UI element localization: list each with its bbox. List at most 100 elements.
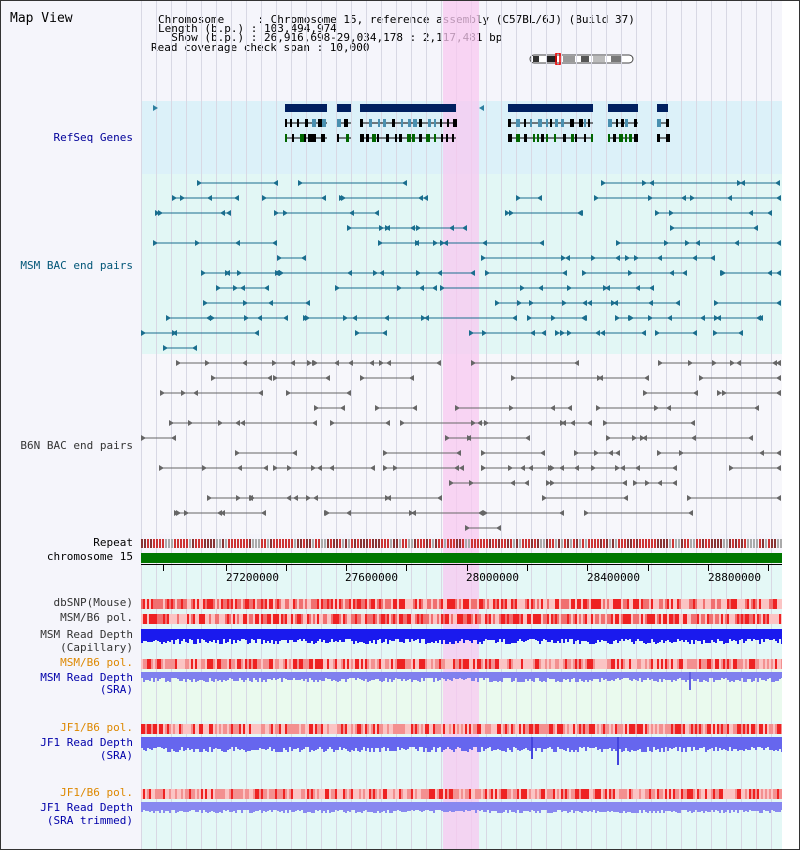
gene-exon xyxy=(318,119,322,127)
read-depth-bar xyxy=(421,737,423,747)
polymorphism-cell xyxy=(157,724,159,734)
read-depth-bar xyxy=(705,737,707,752)
polymorphism-cell xyxy=(295,789,297,799)
read-depth-bar xyxy=(433,629,435,643)
polymorphism-cell xyxy=(727,614,729,624)
chromosome-ideogram[interactable] xyxy=(529,53,635,65)
polymorphism-cell xyxy=(509,599,511,609)
polymorphism-cell xyxy=(543,599,545,609)
read-depth-bar xyxy=(745,629,747,641)
msm-depth-sra-label[interactable]: MSM Read Depth xyxy=(40,671,133,684)
polymorphism-cell xyxy=(463,659,465,669)
read-depth-bar xyxy=(189,737,191,750)
polymorphism-cell xyxy=(487,659,489,669)
bac-end-marker xyxy=(216,285,221,291)
polymorphism-cell xyxy=(259,599,261,609)
msm-depth-cap-label[interactable]: MSM Read Depth xyxy=(40,628,133,641)
bac-end-marker xyxy=(193,390,198,396)
selected-region-highlight[interactable] xyxy=(443,1,479,849)
polymorphism-cell xyxy=(591,614,593,624)
read-depth-bar xyxy=(569,672,571,682)
read-depth-bar xyxy=(503,802,505,812)
feature-layer xyxy=(141,104,782,813)
msm-bac-track-label[interactable]: MSM BAC end pairs xyxy=(20,259,133,272)
polymorphism-cell xyxy=(413,599,415,609)
read-depth-bar xyxy=(183,672,185,679)
polymorphism-cell xyxy=(587,789,589,799)
read-depth-bar xyxy=(691,629,693,640)
polymorphism-cell xyxy=(455,614,457,624)
polymorphism-cell xyxy=(499,724,501,734)
repeat-track-label[interactable]: Repeat xyxy=(93,536,133,549)
polymorphism-cell xyxy=(773,724,775,734)
bac-end-marker xyxy=(606,435,611,441)
read-depth-bar xyxy=(537,737,539,748)
polymorphism-cell xyxy=(293,724,295,734)
polymorphism-cell xyxy=(271,789,273,799)
bac-end-marker xyxy=(574,360,579,366)
read-depth-bar xyxy=(499,802,501,813)
polymorphism-cell xyxy=(221,659,223,669)
polymorphism-cell xyxy=(743,724,745,734)
read-depth-bar xyxy=(513,672,515,681)
polymorphism-cell xyxy=(207,659,209,669)
polymorphism-cell xyxy=(189,659,191,669)
read-depth-bar xyxy=(411,629,413,639)
read-depth-bar xyxy=(635,672,637,680)
read-depth-bar xyxy=(215,672,217,679)
polymorphism-cell xyxy=(241,724,243,734)
jf1-pol-trim-label[interactable]: JF1/B6 pol. xyxy=(60,786,133,799)
polymorphism-cell xyxy=(681,599,683,609)
read-depth-bar xyxy=(427,802,429,810)
read-depth-bar xyxy=(525,672,527,679)
polymorphism-cell xyxy=(605,659,607,669)
read-depth-bar xyxy=(273,802,275,810)
polymorphism-cell xyxy=(235,614,237,624)
polymorphism-cell xyxy=(661,599,663,609)
polymorphism-cell xyxy=(531,789,533,799)
polymorphism-cell xyxy=(627,614,629,624)
jf1-pol-label[interactable]: JF1/B6 pol. xyxy=(60,721,133,734)
bac-end-marker xyxy=(217,510,222,516)
polymorphism-cell xyxy=(481,659,483,669)
polymorphism-cell xyxy=(749,614,751,624)
jf1-depth-label[interactable]: JF1 Read Depth xyxy=(40,736,133,749)
polymorphism-cell xyxy=(341,724,343,734)
polymorphism-cell xyxy=(479,599,481,609)
refseq-track-label[interactable]: RefSeq Genes xyxy=(53,131,133,144)
read-depth-bar xyxy=(363,629,365,643)
polymorphism-cell xyxy=(235,599,237,609)
polymorphism-cell xyxy=(281,599,283,609)
polymorphism-cell xyxy=(443,614,445,624)
polymorphism-cell xyxy=(153,789,155,799)
track-plot-area[interactable]: 27200000 27600000 28000000 28400000 2880… xyxy=(141,1,782,849)
b6n-bac-track-label[interactable]: B6N BAC end pairs xyxy=(20,439,133,452)
polymorphism-cell xyxy=(545,724,547,734)
read-depth-bar xyxy=(231,802,233,812)
dbsnp-track-label[interactable]: dbSNP(Mouse) xyxy=(53,596,133,609)
read-depth-bar xyxy=(371,737,373,748)
polymorphism-cell xyxy=(471,659,473,669)
polymorphism-cell xyxy=(377,599,379,609)
read-depth-bar xyxy=(235,737,237,747)
read-depth-bar xyxy=(547,629,549,642)
read-depth-bar xyxy=(703,629,705,640)
polymorphism-cell xyxy=(551,789,553,799)
read-depth-bar xyxy=(543,629,545,639)
msm-pol-sra-label[interactable]: MSM/B6 pol. xyxy=(60,656,133,669)
bac-end-marker xyxy=(393,465,398,471)
read-depth-bar xyxy=(765,629,767,639)
chromosome-track-label[interactable]: chromosome 15 xyxy=(46,550,133,563)
polymorphism-cell xyxy=(477,659,479,669)
polymorphism-cell xyxy=(233,789,235,799)
read-depth-bar xyxy=(211,737,213,752)
repeat-mark xyxy=(342,539,344,548)
msm-pol-track-label[interactable]: MSM/B6 pol. xyxy=(60,611,133,624)
read-depth-bar xyxy=(209,802,211,812)
jf1-trim-depth-label[interactable]: JF1 Read Depth xyxy=(40,801,133,814)
polymorphism-cell xyxy=(479,789,481,799)
polymorphism-cell xyxy=(315,659,317,669)
polymorphism-cell xyxy=(281,724,283,734)
bac-end-marker xyxy=(235,420,240,426)
read-depth-bar xyxy=(753,737,755,748)
